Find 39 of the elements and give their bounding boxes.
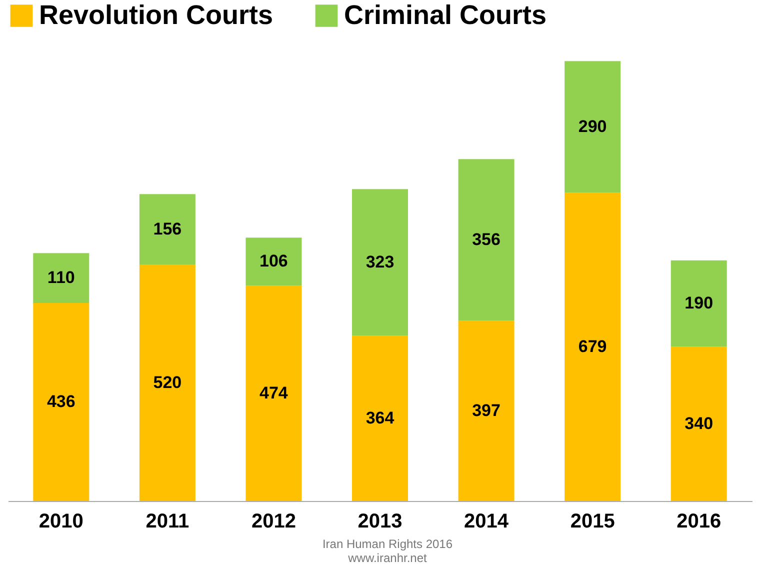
data-label: 679 — [578, 336, 607, 356]
bar — [246, 286, 302, 501]
data-label: 323 — [366, 252, 394, 272]
text: Iran Human Rights 2016 — [321, 537, 454, 551]
bar — [246, 238, 302, 286]
bar — [352, 189, 408, 336]
bar — [139, 194, 196, 265]
data-label: 156 — [153, 220, 182, 239]
legend-label: Revolution Courts — [39, 0, 273, 30]
bar — [352, 336, 408, 501]
bar — [564, 61, 621, 193]
x-tick-label: 2012 — [251, 510, 296, 532]
data-label: 290 — [578, 116, 607, 136]
legend-label: Criminal Courts — [344, 0, 547, 30]
data-label: 397 — [472, 400, 500, 420]
data-label: 474 — [260, 383, 288, 402]
text: www.iranhr.net — [347, 551, 428, 565]
bar — [458, 159, 514, 321]
bar — [33, 253, 90, 304]
data-label: 520 — [153, 372, 182, 392]
data-label: 340 — [684, 414, 714, 433]
data-label: 190 — [684, 294, 714, 313]
x-tick-label: 2010 — [38, 510, 84, 532]
data-label: 110 — [47, 268, 75, 288]
bar — [564, 192, 621, 501]
x-tick-label: 2011 — [146, 510, 190, 532]
x-tick-label: 2015 — [570, 510, 615, 532]
bar — [33, 303, 90, 501]
data-label: 364 — [366, 408, 395, 428]
x-tick-label: 2013 — [358, 510, 402, 532]
x-tick-label: 2014 — [464, 510, 510, 532]
data-label: 106 — [260, 252, 288, 271]
bar — [670, 260, 727, 347]
data-label: 436 — [46, 392, 76, 412]
x-tick-label: 2016 — [676, 510, 722, 532]
bar — [670, 346, 727, 501]
data-label: 356 — [472, 230, 500, 249]
bar — [139, 264, 196, 501]
bar — [458, 320, 514, 501]
